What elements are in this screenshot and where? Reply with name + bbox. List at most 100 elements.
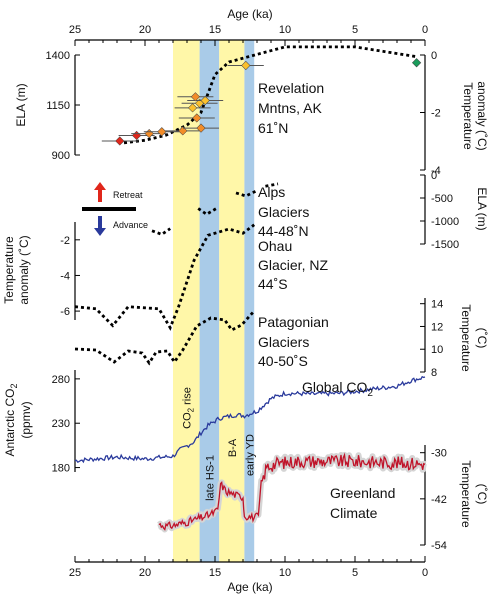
x-tick-label-top-10: 10 [279, 24, 291, 36]
co2-axis-title2: (ppmv) [19, 401, 33, 438]
ohau-temp-axis-tick-label--2: -2 [60, 235, 70, 247]
ohau-name-2: 44˚S [258, 276, 288, 292]
plots [74, 45, 427, 533]
x-tick-label-bottom-5: 5 [352, 567, 358, 579]
patagonia-temp-axis-tick-label-10: 10 [431, 344, 443, 356]
x-tick-label-top-15: 15 [209, 24, 221, 36]
ela-point-7 [188, 103, 198, 113]
x-tick-label-bottom-0: 0 [422, 567, 428, 579]
legend-retreat: Retreat [113, 190, 143, 200]
alps-segment-2 [235, 189, 258, 198]
ohau-name-1: Glacier, NZ [258, 257, 328, 273]
x-tick-label-top-20: 20 [139, 24, 151, 36]
x-tick-label-top-5: 5 [352, 24, 358, 36]
ela-point-1 [132, 130, 142, 141]
revelation-ela-axis-tick-label-1400: 1400 [46, 50, 70, 62]
ohau-temp-axis-title2: anomaly (˚C) [17, 235, 31, 304]
shaded-periods [173, 40, 255, 562]
x-tick-label-bottom-25: 25 [69, 567, 81, 579]
period-band-3 [244, 40, 255, 562]
revelation-temp-axis-title2: anomaly (˚C) [475, 81, 489, 150]
co2-axis-tick-label-230: 230 [52, 418, 70, 430]
revelation-name-2: 61˚N [258, 120, 288, 136]
period-label-1: late HS-1 [204, 455, 216, 501]
greenland-temp-axis-tick-label--54: -54 [431, 540, 447, 552]
alps-segment-1 [197, 206, 219, 216]
revelation-ela-axis-tick-label-1150: 1150 [46, 100, 70, 112]
ela-point-0 [115, 136, 125, 146]
x-axis-title-bottom: Age (ka) [227, 580, 272, 594]
revelation-ela-axis-title: ELA (m) [14, 83, 28, 126]
patagonia-temp-axis-title: Temperature [459, 304, 473, 372]
ela-point-6 [192, 113, 202, 123]
greenland-temp-axis-title: Temperature [459, 460, 473, 528]
period-label-0: CO2 rise [181, 387, 195, 429]
alps-ela-axis-tick-label--1000: -1000 [431, 216, 459, 228]
x-tick-label-top-25: 25 [69, 24, 81, 36]
revelation-temp-axis-tick-label--2: -2 [431, 108, 441, 120]
ela-point-3 [157, 127, 167, 137]
patagonia-temp-axis-tick-label-12: 12 [431, 321, 443, 333]
co2-line [74, 375, 426, 464]
period-band-2 [219, 40, 245, 562]
ohau-temp-axis-tick-label--6: -6 [60, 306, 70, 318]
co2-axis-tick-label-280: 280 [52, 374, 70, 386]
advance-arrow-icon [94, 216, 106, 236]
legend-advance: Advance [113, 220, 148, 230]
greenland-temp-axis-tick-label--30: -30 [431, 448, 447, 460]
ohau-name-0: Ohau [258, 238, 292, 254]
period-label-3: early YD [244, 434, 256, 476]
alps-name-1: Glaciers [258, 204, 309, 220]
greenland-name-0: Greenland [330, 485, 395, 501]
labels: CO2 rise late HS-1 B-A early YD ELA (m) Tempe… [2, 80, 489, 528]
revelation-temp-axis-title: Temperature [461, 82, 475, 150]
greenland-temp-axis-title2: (˚C) [475, 484, 489, 505]
period-label-2: B-A [227, 438, 239, 457]
x-tick-label-bottom-15: 15 [209, 567, 221, 579]
ela-point-12 [412, 58, 422, 68]
patagonia-temp-axis-tick-label-8: 8 [431, 367, 437, 379]
patagonia-name-0: Patagonian [258, 314, 329, 330]
co2-series-label: Global CO2 [302, 379, 373, 399]
patagonia-temp-axis-tick-label-14: 14 [431, 299, 443, 311]
ela-point-5 [196, 123, 206, 133]
retreat-arrow-icon [94, 182, 106, 202]
x-tick-label-bottom-20: 20 [139, 567, 151, 579]
alps-ela-axis-title: ELA (m) [475, 187, 489, 230]
x-tick-label-bottom-10: 10 [279, 567, 291, 579]
revelation-name-0: Revelation [258, 80, 324, 96]
revelation-ela-axis-tick-label-900: 900 [52, 150, 70, 162]
ohau-temp-axis-title: Temperature [2, 236, 16, 304]
ohau-temp-axis-tick-label--4: -4 [60, 270, 70, 282]
greenland-temp-axis-tick-label--42: -42 [431, 494, 447, 506]
co2-axis-title: Antarctic CO2 [3, 383, 19, 456]
greenland-line [158, 452, 426, 531]
alps-ela-axis-tick-label-0: 0 [431, 170, 437, 182]
alps-ela-axis-tick-label--1500: -1500 [431, 239, 459, 251]
patagonia-temp-axis-title2: (˚C) [475, 328, 489, 349]
patagonia-name-2: 40-50˚S [258, 353, 308, 369]
legend-advance-bar [82, 207, 136, 211]
revelation-temp-axis-tick-label-0: 0 [431, 50, 437, 62]
ela-point-10 [190, 92, 200, 102]
x-axis-title-top: Age (ka) [227, 7, 272, 21]
ohau-line [74, 223, 256, 331]
period-band-1 [199, 40, 220, 562]
period-band-0 [173, 40, 200, 562]
alps-segment-0 [151, 227, 171, 236]
revelation-temp-axis-tick-label--4: -4 [431, 165, 441, 177]
ela-point-2 [144, 129, 154, 139]
alps-name-2: 44-48˚N [258, 223, 309, 239]
co2-axis-tick-label-180: 180 [52, 463, 70, 475]
patagonia-name-1: Glaciers [258, 334, 309, 350]
ela-point-11 [241, 60, 251, 71]
greenland-name-1: Climate [330, 505, 378, 521]
alps-ela-axis-tick-label--500: -500 [431, 193, 453, 205]
alps-segment-3 [265, 182, 279, 188]
alps-name-0: Alps [258, 184, 285, 200]
x-tick-label-top-0: 0 [422, 24, 428, 36]
revelation-name-1: Mntns, AK [258, 100, 322, 116]
ela-point-9 [200, 95, 210, 106]
